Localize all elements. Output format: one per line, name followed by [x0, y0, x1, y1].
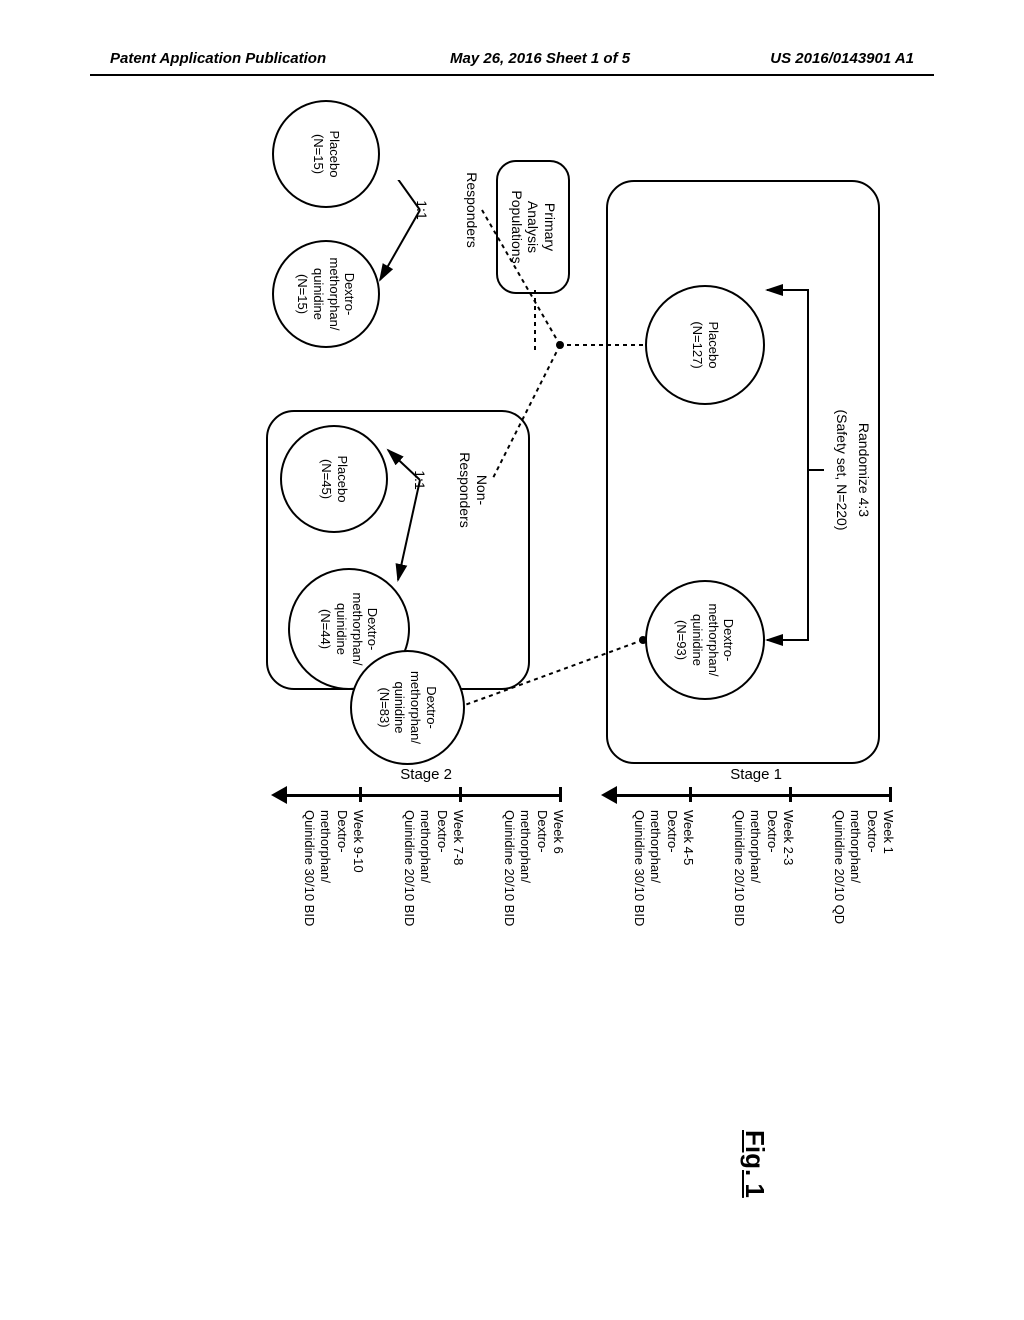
stage1-label: Stage 1 — [730, 766, 782, 783]
timeline-tick — [889, 787, 892, 802]
timeline-entry-4: Week 6 Dextro-methorphan/Quinidine 20/10… — [501, 810, 566, 990]
timeline-stage1-arrowhead — [601, 786, 617, 804]
node-dmq-44-label: Dextro-methorphan/quinidine(N=44) — [318, 593, 380, 666]
timeline-tick — [689, 787, 692, 802]
timeline-entry-5: Week 7-8 Dextro-methorphan/Quinidine 20/… — [401, 810, 466, 990]
timeline-entry-2-title: Week 2-3 — [780, 810, 796, 990]
timeline-entry-5-lines: Dextro-methorphan/Quinidine 20/10 BID — [401, 810, 450, 990]
timeline-entry-3-lines: Dextro-methorphan/Quinidine 30/10 BID — [631, 810, 680, 990]
timeline-entry-1-title: Week 1 — [880, 810, 896, 990]
timeline-entry-3-title: Week 4-5 — [680, 810, 696, 990]
header-center: May 26, 2016 Sheet 1 of 5 — [450, 50, 630, 67]
page: Patent Application Publication May 26, 2… — [0, 0, 1024, 1320]
node-dmq-83: Dextro-methorphan/quinidine(N=83) — [350, 650, 465, 765]
node-placebo-45: Placebo(N=45) — [280, 425, 388, 533]
timeline-entry-1-lines: Dextro-methorphan/Quinidine 20/10 QD — [831, 810, 880, 990]
header-right: US 2016/0143901 A1 — [770, 50, 914, 67]
responders-label: Responders — [463, 150, 480, 270]
node-dmq-83-label: Dextro-methorphan/quinidine(N=83) — [376, 671, 438, 744]
node-dmq-93: Dextro-methorphan/quinidine(N=93) — [645, 580, 765, 700]
primary-analysis-label: PrimaryAnalysisPopulations — [508, 190, 558, 263]
timeline-tick — [789, 787, 792, 802]
primary-analysis-box: PrimaryAnalysisPopulations — [496, 160, 570, 294]
timeline: Week 1 Dextro-methorphan/Quinidine 20/10… — [252, 784, 892, 1124]
ratio-left-label: 1:1 — [413, 170, 430, 250]
timeline-stage1-line — [617, 794, 892, 797]
node-placebo-127-label: Placebo(N=127) — [689, 321, 720, 368]
randomize-label: Randomize 4:3 — [855, 180, 872, 760]
timeline-entry-6: Week 9-10 Dextro-methorphan/Quinidine 30… — [301, 810, 366, 990]
node-dmq-15: Dextro-methorphan/quinidine(N=15) — [272, 240, 380, 348]
timeline-entry-4-title: Week 6 — [550, 810, 566, 990]
timeline-entry-3: Week 4-5 Dextro-methorphan/Quinidine 30/… — [631, 810, 696, 990]
timeline-stage2-line — [287, 794, 562, 797]
node-placebo-45-label: Placebo(N=45) — [318, 456, 349, 503]
timeline-tick — [359, 787, 362, 802]
header-left: Patent Application Publication — [110, 50, 326, 67]
timeline-entry-1: Week 1 Dextro-methorphan/Quinidine 20/10… — [831, 810, 896, 990]
header-rule — [90, 74, 934, 76]
stage2-label: Stage 2 — [400, 766, 452, 783]
timeline-entry-5-title: Week 7-8 — [450, 810, 466, 990]
timeline-entry-2-lines: Dextro-methorphan/Quinidine 20/10 BID — [731, 810, 780, 990]
node-placebo-15-label: Placebo(N=15) — [310, 131, 341, 178]
timeline-tick — [559, 787, 562, 802]
safety-set-label: (Safety set, N=220) — [833, 180, 850, 760]
figure-caption: Fig. 1 — [739, 1130, 770, 1198]
timeline-entry-6-lines: Dextro-methorphan/Quinidine 30/10 BID — [301, 810, 350, 990]
timeline-entry-2: Week 2-3 Dextro-methorphan/Quinidine 20/… — [731, 810, 796, 990]
timeline-tick — [459, 787, 462, 802]
node-placebo-15: Placebo(N=15) — [272, 100, 380, 208]
node-dmq-15-label: Dextro-methorphan/quinidine(N=15) — [295, 258, 357, 331]
figure-diagram: Randomize 4:3 (Safety set, N=220) Placeb… — [0, 180, 920, 980]
timeline-stage2-arrowhead — [271, 786, 287, 804]
node-placebo-127: Placebo(N=127) — [645, 285, 765, 405]
timeline-entry-6-title: Week 9-10 — [350, 810, 366, 990]
node-dmq-93-label: Dextro-methorphan/quinidine(N=93) — [674, 604, 736, 677]
timeline-entry-4-lines: Dextro-methorphan/Quinidine 20/10 BID — [501, 810, 550, 990]
